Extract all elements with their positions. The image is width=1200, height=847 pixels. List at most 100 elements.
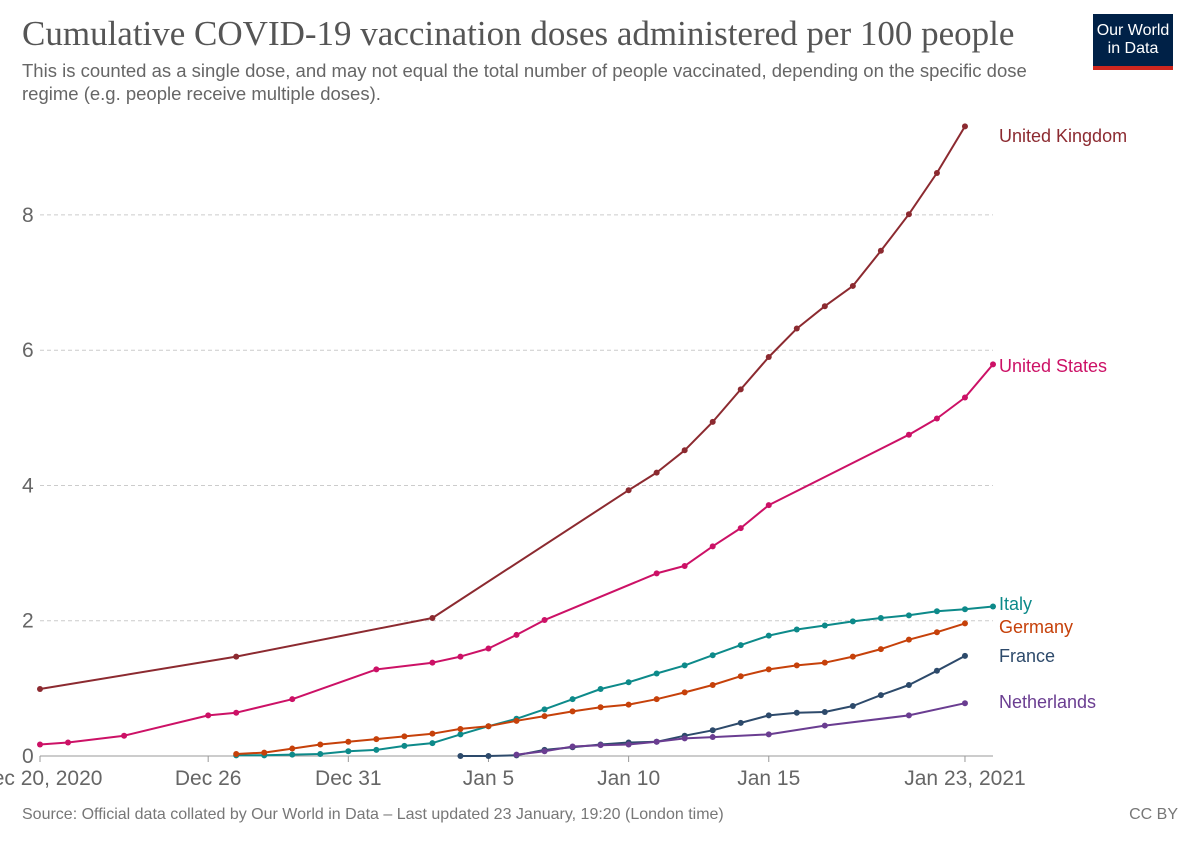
point-italy-24[interactable]	[905, 612, 912, 619]
point-netherlands-4[interactable]	[625, 741, 632, 748]
point-italy-8[interactable]	[457, 731, 464, 738]
point-netherlands-11[interactable]	[961, 700, 968, 707]
point-france-0[interactable]	[457, 753, 464, 759]
point-italy-26[interactable]	[961, 606, 968, 613]
point-germany-14[interactable]	[625, 701, 632, 708]
point-united-kingdom-9[interactable]	[793, 325, 800, 332]
point-united-states-3[interactable]	[205, 712, 212, 719]
series-label-italy[interactable]: Italy	[999, 594, 1032, 614]
point-germany-25[interactable]	[933, 629, 940, 636]
point-netherlands-1[interactable]	[541, 748, 548, 755]
point-united-kingdom-3[interactable]	[625, 487, 632, 494]
point-germany-10[interactable]	[513, 717, 520, 724]
point-united-kingdom-7[interactable]	[737, 386, 744, 393]
point-united-kingdom-10[interactable]	[821, 303, 828, 310]
point-united-states-12[interactable]	[653, 570, 660, 577]
point-germany-12[interactable]	[569, 708, 576, 715]
point-united-kingdom-0[interactable]	[37, 686, 43, 693]
point-italy-2[interactable]	[289, 751, 296, 758]
point-italy-11[interactable]	[541, 706, 548, 713]
point-germany-20[interactable]	[793, 662, 800, 669]
point-united-states-9[interactable]	[485, 645, 492, 652]
point-united-states-14[interactable]	[709, 543, 716, 550]
point-germany-4[interactable]	[345, 738, 352, 745]
point-netherlands-10[interactable]	[905, 712, 912, 719]
point-germany-23[interactable]	[877, 646, 884, 653]
point-germany-22[interactable]	[849, 653, 856, 660]
point-italy-19[interactable]	[765, 632, 772, 639]
point-italy-14[interactable]	[625, 679, 632, 686]
point-france-15[interactable]	[877, 692, 884, 699]
point-italy-21[interactable]	[821, 622, 828, 629]
point-italy-15[interactable]	[653, 670, 660, 677]
point-italy-7[interactable]	[429, 740, 436, 747]
point-netherlands-3[interactable]	[597, 742, 604, 749]
point-germany-9[interactable]	[485, 723, 492, 730]
point-germany-0[interactable]	[233, 750, 240, 757]
point-united-states-11[interactable]	[541, 617, 548, 624]
owid-logo[interactable]: Our World in Data	[1093, 14, 1173, 70]
point-united-kingdom-1[interactable]	[233, 653, 240, 660]
point-united-states-2[interactable]	[121, 732, 128, 739]
point-united-kingdom-11[interactable]	[849, 282, 856, 289]
point-germany-21[interactable]	[821, 659, 828, 666]
point-united-kingdom-12[interactable]	[877, 247, 884, 254]
point-united-kingdom-15[interactable]	[961, 123, 968, 130]
point-netherlands-9[interactable]	[821, 722, 828, 729]
point-united-states-13[interactable]	[681, 562, 688, 569]
point-united-states-5[interactable]	[289, 696, 296, 703]
license-link[interactable]: CC BY	[1129, 806, 1178, 823]
point-italy-3[interactable]	[317, 750, 324, 757]
series-line-france[interactable]	[460, 655, 966, 757]
point-france-11[interactable]	[765, 712, 772, 719]
point-united-kingdom-6[interactable]	[709, 418, 716, 425]
point-italy-27[interactable]	[990, 603, 996, 610]
point-germany-8[interactable]	[457, 725, 464, 732]
point-germany-5[interactable]	[373, 736, 380, 743]
point-united-states-8[interactable]	[457, 653, 464, 660]
point-italy-17[interactable]	[709, 652, 716, 659]
point-germany-1[interactable]	[261, 749, 268, 756]
point-united-states-6[interactable]	[373, 666, 380, 673]
series-line-united-kingdom[interactable]	[39, 125, 966, 690]
point-germany-3[interactable]	[317, 741, 324, 748]
point-united-states-17[interactable]	[905, 431, 912, 438]
point-united-states-18[interactable]	[933, 415, 940, 422]
point-france-1[interactable]	[485, 753, 492, 759]
point-united-states-1[interactable]	[65, 739, 72, 746]
point-united-states-7[interactable]	[429, 659, 436, 666]
point-netherlands-6[interactable]	[681, 735, 688, 742]
point-united-states-19[interactable]	[961, 394, 968, 401]
point-germany-13[interactable]	[597, 704, 604, 711]
point-france-10[interactable]	[737, 719, 744, 726]
point-united-kingdom-14[interactable]	[933, 169, 940, 176]
point-united-states-20[interactable]	[990, 361, 996, 368]
point-united-states-15[interactable]	[737, 525, 744, 532]
point-italy-25[interactable]	[933, 608, 940, 615]
point-united-kingdom-5[interactable]	[681, 447, 688, 454]
point-france-9[interactable]	[709, 727, 716, 734]
point-united-states-4[interactable]	[233, 709, 240, 716]
point-france-13[interactable]	[821, 709, 828, 716]
point-germany-26[interactable]	[961, 620, 968, 627]
point-france-12[interactable]	[793, 709, 800, 716]
point-italy-18[interactable]	[737, 642, 744, 649]
point-italy-23[interactable]	[877, 615, 884, 622]
point-germany-2[interactable]	[289, 745, 296, 752]
point-france-14[interactable]	[849, 702, 856, 709]
series-label-united-states[interactable]: United States	[999, 356, 1107, 376]
point-united-states-10[interactable]	[513, 631, 520, 638]
point-united-states-16[interactable]	[765, 502, 772, 509]
point-united-kingdom-2[interactable]	[429, 615, 436, 622]
point-germany-19[interactable]	[765, 666, 772, 673]
series-label-germany[interactable]: Germany	[999, 617, 1073, 637]
series-line-united-states[interactable]	[39, 363, 994, 746]
series-line-netherlands[interactable]	[516, 702, 966, 756]
point-france-18[interactable]	[961, 652, 968, 659]
point-italy-5[interactable]	[373, 746, 380, 753]
point-italy-20[interactable]	[793, 626, 800, 633]
point-france-17[interactable]	[933, 667, 940, 674]
point-france-16[interactable]	[905, 681, 912, 688]
point-italy-16[interactable]	[681, 662, 688, 669]
point-netherlands-5[interactable]	[653, 738, 660, 745]
